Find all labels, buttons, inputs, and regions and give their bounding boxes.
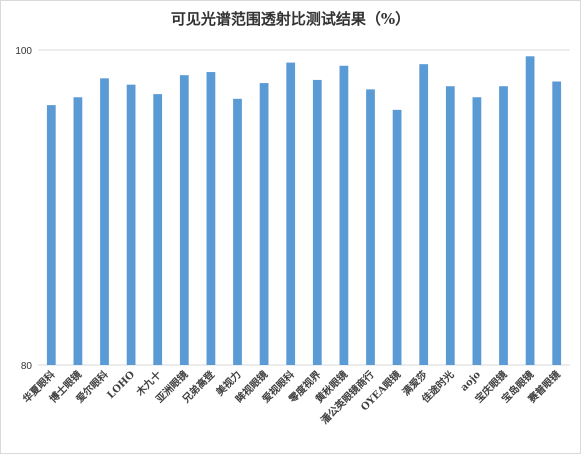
bar: [339, 65, 349, 365]
bar: [419, 64, 429, 366]
y-tick-label: 100: [15, 46, 32, 57]
bar: [179, 75, 189, 365]
bar: [366, 89, 375, 365]
bar: [73, 97, 83, 365]
chart-title: 可见光谱范围透射比测试结果（%）: [170, 10, 411, 28]
bar: [552, 81, 562, 365]
bar: [259, 83, 269, 365]
bar: [499, 86, 508, 365]
bar: [392, 109, 402, 365]
bar: [472, 97, 482, 365]
bar: [153, 94, 163, 365]
bar: [46, 105, 56, 365]
bar: [233, 98, 242, 365]
bar: [525, 56, 535, 366]
bar: [100, 78, 109, 365]
bar: [286, 62, 296, 365]
bar: [206, 72, 216, 366]
x-tick-label: aojo: [459, 369, 484, 394]
y-tick-label: 80: [21, 361, 33, 372]
x-tick-label: LOHO: [105, 369, 137, 401]
bar: [312, 79, 322, 366]
bar: [445, 86, 455, 365]
bar: [126, 84, 136, 366]
